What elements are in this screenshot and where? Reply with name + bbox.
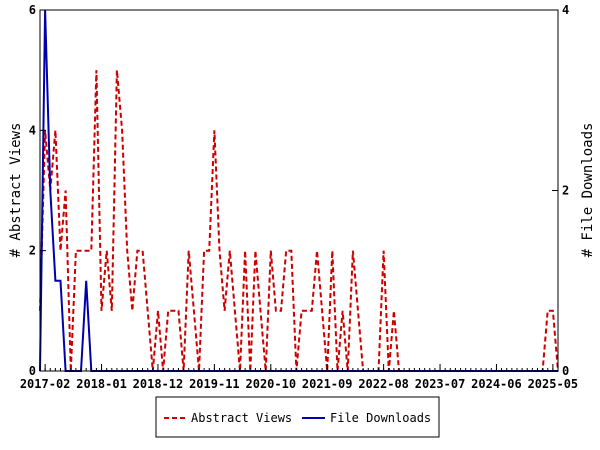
x-tick-label: 2021-09 — [302, 377, 353, 391]
y-right-tick-label: 2 — [562, 184, 569, 198]
y-left-tick-label: 4 — [29, 123, 36, 137]
y-right-tick-label: 0 — [562, 364, 569, 378]
x-tick-label: 2017-02 — [20, 377, 71, 391]
y-left-tick-label: 2 — [29, 244, 36, 258]
x-tick-label: 2022-08 — [358, 377, 409, 391]
x-tick-label: 2020-10 — [246, 377, 297, 391]
legend-box — [155, 396, 440, 438]
legend-label-abstract-views: Abstract Views — [191, 411, 292, 425]
y-left-tick-label: 6 — [29, 3, 36, 17]
x-tick-label: 2019-11 — [189, 377, 240, 391]
x-tick-label: 2018-12 — [133, 377, 184, 391]
y-axis-left-title: # Abstract Views — [8, 123, 24, 258]
x-tick-label: 2025-05 — [528, 377, 579, 391]
y-right-tick-label: 4 — [562, 3, 569, 17]
y-axis-right-title: # File Downloads — [580, 123, 596, 258]
x-tick-label: 2018-01 — [76, 377, 127, 391]
x-tick-label: 2023-07 — [415, 377, 466, 391]
axis-layer: 2017-02 2018-01 2018-12 2019-11 2020-10 2021-… — [20, 3, 578, 391]
y-left-tick-label: 0 — [29, 364, 36, 378]
legend: Abstract Views File Downloads — [155, 396, 440, 438]
legend-label-file-downloads: File Downloads — [330, 411, 431, 425]
x-tick-label: 2024-06 — [471, 377, 522, 391]
